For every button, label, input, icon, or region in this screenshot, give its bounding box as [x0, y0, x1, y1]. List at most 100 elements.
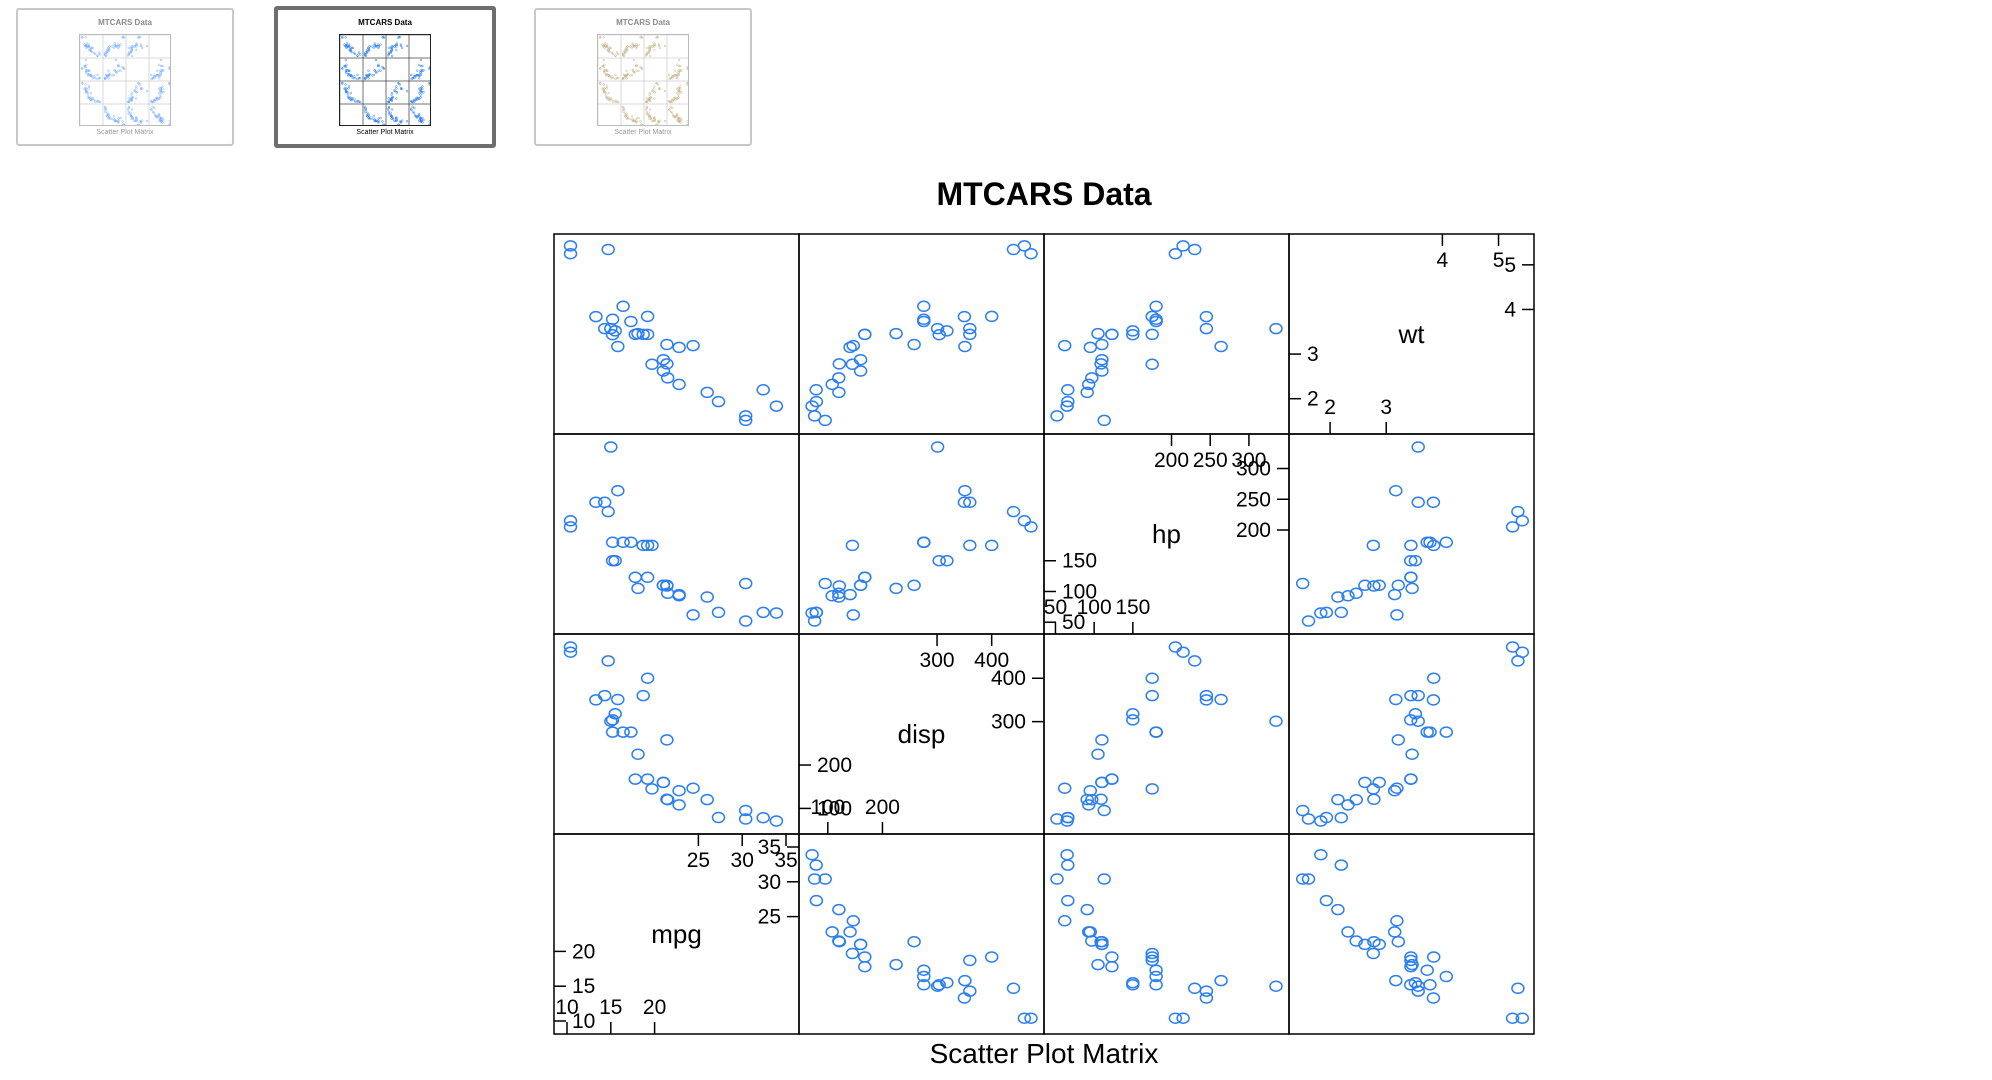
thumbnail-point: [602, 89, 605, 93]
thumbnail-point: [604, 91, 607, 94]
thumbnail-point: [130, 93, 133, 96]
thumbnail-point: [96, 73, 99, 77]
thumbnail-point: [420, 69, 424, 72]
tick-label: 20: [572, 940, 595, 963]
thumbnail-point: [89, 74, 92, 77]
data-point: [700, 591, 714, 603]
data-point: [809, 606, 824, 619]
thumbnail-point: [88, 69, 91, 72]
thumbnail-point: [416, 115, 419, 118]
data-point: [738, 577, 753, 590]
thumbnail-point: [679, 87, 682, 90]
data-point: [672, 341, 686, 354]
thumbnail-point: [108, 117, 111, 121]
thumbnail-point: [93, 76, 97, 80]
thumbnail-point: [648, 48, 651, 51]
thumbnail-point: [117, 43, 120, 46]
data-point: [1367, 580, 1381, 592]
thumbnail-point: [374, 44, 378, 48]
thumbnail-point: [395, 43, 398, 46]
thumbnail-point: [635, 119, 638, 122]
thumbnail-point: [622, 73, 626, 77]
thumbnail-point: [126, 108, 130, 111]
thumbnail-point: [106, 48, 109, 51]
data-point: [1080, 386, 1094, 399]
thumbnail-point: [419, 89, 423, 93]
thumbnail-point: [686, 65, 688, 69]
thumbnail-point: [112, 46, 116, 49]
data-point: [818, 873, 832, 885]
thumbnail-point: [157, 119, 161, 122]
thumbnail-3[interactable]: MTCARS Data Scatter Plot Matrix: [534, 8, 752, 146]
thumbnail-point: [130, 48, 133, 51]
data-point: [672, 784, 686, 797]
thumbnail-point: [89, 74, 92, 78]
data-point: [1085, 935, 1099, 947]
thumbnail-point: [648, 99, 652, 103]
thumbnail-point: [159, 96, 162, 99]
tick-label: 300: [1231, 449, 1266, 472]
data-point: [809, 894, 824, 907]
thumbnail-point: [389, 51, 392, 55]
tick-label: 50: [1062, 611, 1085, 634]
thumbnail-point: [631, 69, 634, 72]
data-point: [1423, 536, 1437, 549]
thumbnail-point: [653, 85, 656, 88]
thumbnail-point: [421, 85, 424, 88]
thumbnail-point: [88, 97, 91, 100]
thumbnail-1[interactable]: MTCARS Data Scatter Plot Matrix: [16, 8, 234, 146]
data-point: [1367, 935, 1381, 948]
thumbnail-point: [674, 116, 677, 119]
data-point: [843, 926, 857, 938]
tick-label: 50: [1044, 596, 1067, 619]
data-point: [832, 903, 846, 916]
thumbnail-point: [395, 91, 398, 94]
thumbnail-point: [604, 96, 608, 99]
thumbnail-point: [653, 43, 656, 47]
thumbnail-point: [669, 100, 673, 103]
data-point: [611, 484, 625, 497]
data-point: [1295, 577, 1310, 590]
thumbnail-point: [117, 46, 120, 50]
thumbnail-matrix: [597, 34, 689, 126]
data-point: [1423, 726, 1437, 738]
data-point: [963, 322, 977, 335]
thumbnail-point: [351, 77, 355, 80]
data-point: [917, 964, 931, 976]
thumbnail-point: [149, 99, 153, 103]
thumbnail-point: [88, 48, 91, 51]
data-point: [1149, 726, 1163, 738]
thumbnail-point: [103, 105, 107, 108]
thumbnail-point: [390, 108, 394, 111]
thumbnail-point: [367, 48, 370, 51]
thumbnail-point: [117, 63, 120, 66]
thumbnail-point: [106, 75, 109, 78]
data-point: [917, 979, 931, 991]
thumbnail-point: [91, 97, 95, 100]
thumbnail-2[interactable]: MTCARS Data Scatter Plot Matrix: [274, 6, 496, 148]
data-point: [1199, 322, 1214, 335]
thumbnail-point: [601, 43, 604, 46]
thumbnail-point: [645, 46, 648, 49]
thumbnail-point: [341, 66, 344, 70]
thumbnail-point: [647, 115, 651, 118]
data-point: [930, 322, 945, 335]
thumbnail-point: [614, 73, 617, 77]
data-point: [809, 859, 823, 871]
thumbnail-point: [656, 83, 660, 86]
thumbnail-point: [108, 116, 111, 120]
thumbnail-point: [421, 69, 424, 72]
thumbnail-point: [347, 96, 351, 99]
data-point: [832, 591, 846, 603]
thumbnail-point: [344, 89, 347, 93]
thumbnail-point: [679, 85, 682, 88]
thumbnail-point: [677, 120, 681, 123]
thumbnail-point: [629, 74, 632, 77]
thumbnail-point: [622, 108, 625, 111]
thumbnail-point: [149, 108, 153, 111]
data-point: [589, 310, 603, 323]
data-point: [1095, 353, 1109, 366]
thumbnail-point: [139, 43, 143, 46]
thumbnail-point: [85, 46, 88, 50]
thumbnail-point: [129, 46, 133, 50]
